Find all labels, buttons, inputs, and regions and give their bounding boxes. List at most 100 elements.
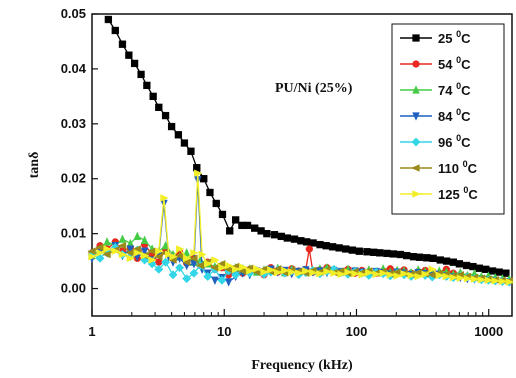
legend-label: 84 0C [438,107,471,124]
data-point [316,269,325,278]
data-point [288,268,297,276]
legend-box [391,23,505,215]
legend-marker [411,137,421,147]
data-point [125,51,133,59]
legend-entry: 54 0C [400,55,471,72]
data-point [232,265,241,274]
data-point [140,247,149,257]
data-point [365,268,374,277]
data-point [239,263,248,271]
data-point [274,268,283,277]
data-point [342,245,350,253]
data-point [302,267,311,275]
data-point [355,247,363,255]
data-point [442,272,452,281]
data-point [482,265,490,273]
data-point [316,240,324,249]
data-point [102,250,111,259]
data-point [167,122,176,131]
data-point [137,70,145,79]
data-point [370,248,378,256]
data-point [126,245,135,254]
data-point [95,253,105,263]
data-point [379,269,388,277]
y-tick-label: 0.02 [61,171,86,186]
y-tick-label: 0.00 [61,281,86,296]
data-point [217,275,227,285]
data-point [376,249,384,257]
data-point [449,258,457,266]
data-point [277,232,285,241]
data-point [428,265,438,274]
data-point [449,273,459,282]
data-point [211,276,219,286]
data-point [206,188,214,197]
data-point [303,238,311,246]
data-point [351,269,360,278]
data-point [111,26,119,35]
data-point [260,268,269,276]
series-layer [87,15,515,287]
data-point [491,277,501,285]
data-point [160,194,169,202]
data-point [200,175,208,183]
data-point [126,254,136,263]
data-point [427,271,436,279]
data-point [175,263,185,273]
x-tick-label: 10 [217,324,231,339]
data-point [407,271,416,280]
data-point [88,252,97,261]
data-point [118,40,127,48]
data-point [175,245,185,253]
legend-label: 110 0C [438,159,478,176]
data-point [383,249,391,258]
data-point [155,247,164,255]
data-point [463,274,473,283]
data-point [475,264,484,272]
data-point [270,231,279,239]
data-point [212,199,220,208]
data-point [442,257,451,265]
y-tick-label: 0.01 [61,226,86,241]
data-point [403,251,411,260]
data-point [498,277,508,286]
data-point [435,271,445,280]
data-point [322,242,330,250]
data-point [263,229,271,238]
data-point [182,274,192,284]
chart-annotation: PU/Ni (25%) [275,81,353,96]
data-point [358,271,367,279]
data-point [140,251,150,260]
data-point [253,264,262,273]
series-0 [104,15,510,277]
data-point [130,59,139,68]
data-point [189,268,199,278]
data-point [154,264,164,274]
data-point [414,272,424,281]
data-point [400,269,409,278]
data-point [187,147,195,155]
data-point [103,245,112,253]
data-point [386,271,396,279]
y-axis-title: tanδ [27,152,42,179]
data-point [161,111,170,120]
data-point [190,249,199,257]
data-point [103,237,111,246]
data-point [183,254,192,263]
data-point [111,247,121,255]
series-6 [88,169,515,286]
data-point [469,262,477,271]
data-point [204,260,213,268]
data-point [344,268,353,276]
data-point [337,270,346,279]
legend-label: 74 0C [438,81,471,98]
data-point [180,139,189,147]
legend-marker [412,60,420,68]
data-point [281,266,290,275]
data-point [155,103,163,111]
data-point [305,245,313,253]
legend-label: 54 0C [438,55,471,72]
legend-marker [412,112,420,121]
data-point [211,256,220,264]
data-point [117,241,127,250]
